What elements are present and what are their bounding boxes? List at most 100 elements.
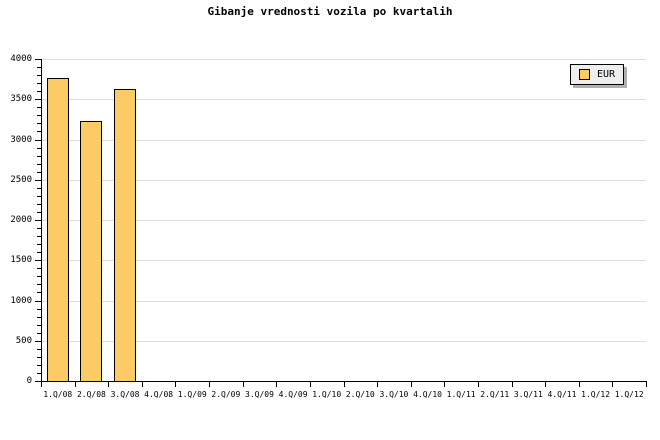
y-axis-tick — [35, 341, 41, 342]
chart-title: Gibanje vrednosti vozila po kvartalih — [207, 5, 453, 18]
y-axis-tick — [35, 140, 41, 141]
gridline — [41, 180, 646, 181]
y-axis-minor-tick — [37, 284, 41, 285]
x-axis-tick — [243, 382, 244, 387]
gridline — [41, 99, 646, 100]
x-axis-label: 1.Q/10 — [312, 390, 342, 399]
y-axis-minor-tick — [37, 172, 41, 173]
y-axis-minor-tick — [37, 188, 41, 189]
y-axis-minor-tick — [37, 317, 41, 318]
x-axis-label: 4.Q/11 — [547, 390, 577, 399]
chart-legend[interactable]: EUR — [570, 64, 625, 85]
y-axis-minor-tick — [37, 276, 41, 277]
x-axis-tick — [142, 382, 143, 387]
y-axis-minor-tick — [37, 244, 41, 245]
x-axis-tick — [377, 382, 378, 387]
y-axis-minor-tick — [37, 204, 41, 205]
x-axis-tick — [108, 382, 109, 387]
x-axis-tick — [579, 382, 580, 387]
y-axis-minor-tick — [37, 373, 41, 374]
x-axis-label: 1.Q/12 — [581, 390, 611, 399]
x-axis-tick — [411, 382, 412, 387]
x-axis-tick — [209, 382, 210, 387]
x-axis-tick — [478, 382, 479, 387]
x-axis-tick — [646, 382, 647, 387]
y-axis-minor-tick — [37, 67, 41, 68]
y-axis-minor-tick — [37, 292, 41, 293]
x-axis-tick — [512, 382, 513, 387]
y-axis-label: 2500 — [10, 175, 32, 185]
gridline — [41, 59, 646, 60]
y-axis-minor-tick — [37, 148, 41, 149]
legend-label-eur: EUR — [597, 69, 616, 80]
x-axis-tick — [75, 382, 76, 387]
x-axis-tick — [444, 382, 445, 387]
x-axis-tick — [310, 382, 311, 387]
gridline — [41, 341, 646, 342]
gridline — [41, 260, 646, 261]
x-axis-tick — [545, 382, 546, 387]
y-axis-minor-tick — [37, 236, 41, 237]
x-axis-label: 1.Q/12 — [614, 390, 644, 399]
x-axis-label: 4.Q/08 — [144, 390, 174, 399]
y-axis-minor-tick — [37, 131, 41, 132]
y-axis-minor-tick — [37, 357, 41, 358]
y-axis-tick — [35, 59, 41, 60]
y-axis-label: 2000 — [10, 215, 32, 225]
y-axis-minor-tick — [37, 196, 41, 197]
y-axis-tick — [35, 260, 41, 261]
x-axis-label: 2.Q/08 — [76, 390, 106, 399]
x-axis-tick — [344, 382, 345, 387]
x-axis-label: 1.Q/08 — [43, 390, 73, 399]
x-axis-label: 4.Q/09 — [278, 390, 308, 399]
y-axis-minor-tick — [37, 325, 41, 326]
y-axis-minor-tick — [37, 268, 41, 269]
gridline — [41, 301, 646, 302]
gridline — [41, 140, 646, 141]
y-axis-tick — [35, 180, 41, 181]
y-axis-label: 3500 — [10, 94, 32, 104]
x-axis-label: 4.Q/10 — [413, 390, 442, 399]
bar — [114, 89, 136, 382]
y-axis-tick — [35, 301, 41, 302]
x-axis-tick — [276, 382, 277, 387]
x-axis-label: 3.Q/10 — [379, 390, 409, 399]
x-axis-tick — [612, 382, 613, 387]
y-axis-minor-tick — [37, 107, 41, 108]
x-axis-label: 3.Q/08 — [110, 390, 140, 399]
x-axis-tick — [175, 382, 176, 387]
x-axis-label: 2.Q/11 — [480, 390, 510, 399]
x-axis-line — [41, 381, 647, 382]
y-axis-minor-tick — [37, 212, 41, 213]
y-axis-minor-tick — [37, 365, 41, 366]
x-axis-label: 2.Q/09 — [211, 390, 241, 399]
y-axis-label: 500 — [15, 336, 32, 346]
y-axis-minor-tick — [37, 252, 41, 253]
x-axis-label: 3.Q/09 — [245, 390, 274, 399]
y-axis-minor-tick — [37, 309, 41, 310]
y-axis-line — [41, 59, 42, 382]
y-axis-tick — [35, 220, 41, 221]
y-axis-minor-tick — [37, 333, 41, 334]
x-axis-label: 1.Q/09 — [177, 390, 207, 399]
y-axis-minor-tick — [37, 156, 41, 157]
y-axis-label: 1500 — [10, 255, 32, 265]
gridline — [41, 220, 646, 221]
y-axis-minor-tick — [37, 91, 41, 92]
y-axis-minor-tick — [37, 228, 41, 229]
y-axis-tick — [35, 99, 41, 100]
y-axis-label: 0 — [26, 376, 32, 386]
y-axis-tick — [35, 381, 41, 382]
y-axis-label: 4000 — [10, 54, 32, 64]
y-axis-minor-tick — [37, 123, 41, 124]
y-axis-minor-tick — [37, 75, 41, 76]
x-axis-label: 2.Q/10 — [345, 390, 375, 399]
bar — [80, 121, 102, 382]
y-axis-minor-tick — [37, 349, 41, 350]
x-axis-tick — [41, 382, 42, 387]
y-axis-label: 1000 — [10, 296, 32, 306]
y-axis-minor-tick — [37, 164, 41, 165]
plot-area — [41, 59, 646, 382]
legend-swatch-eur — [579, 69, 590, 80]
